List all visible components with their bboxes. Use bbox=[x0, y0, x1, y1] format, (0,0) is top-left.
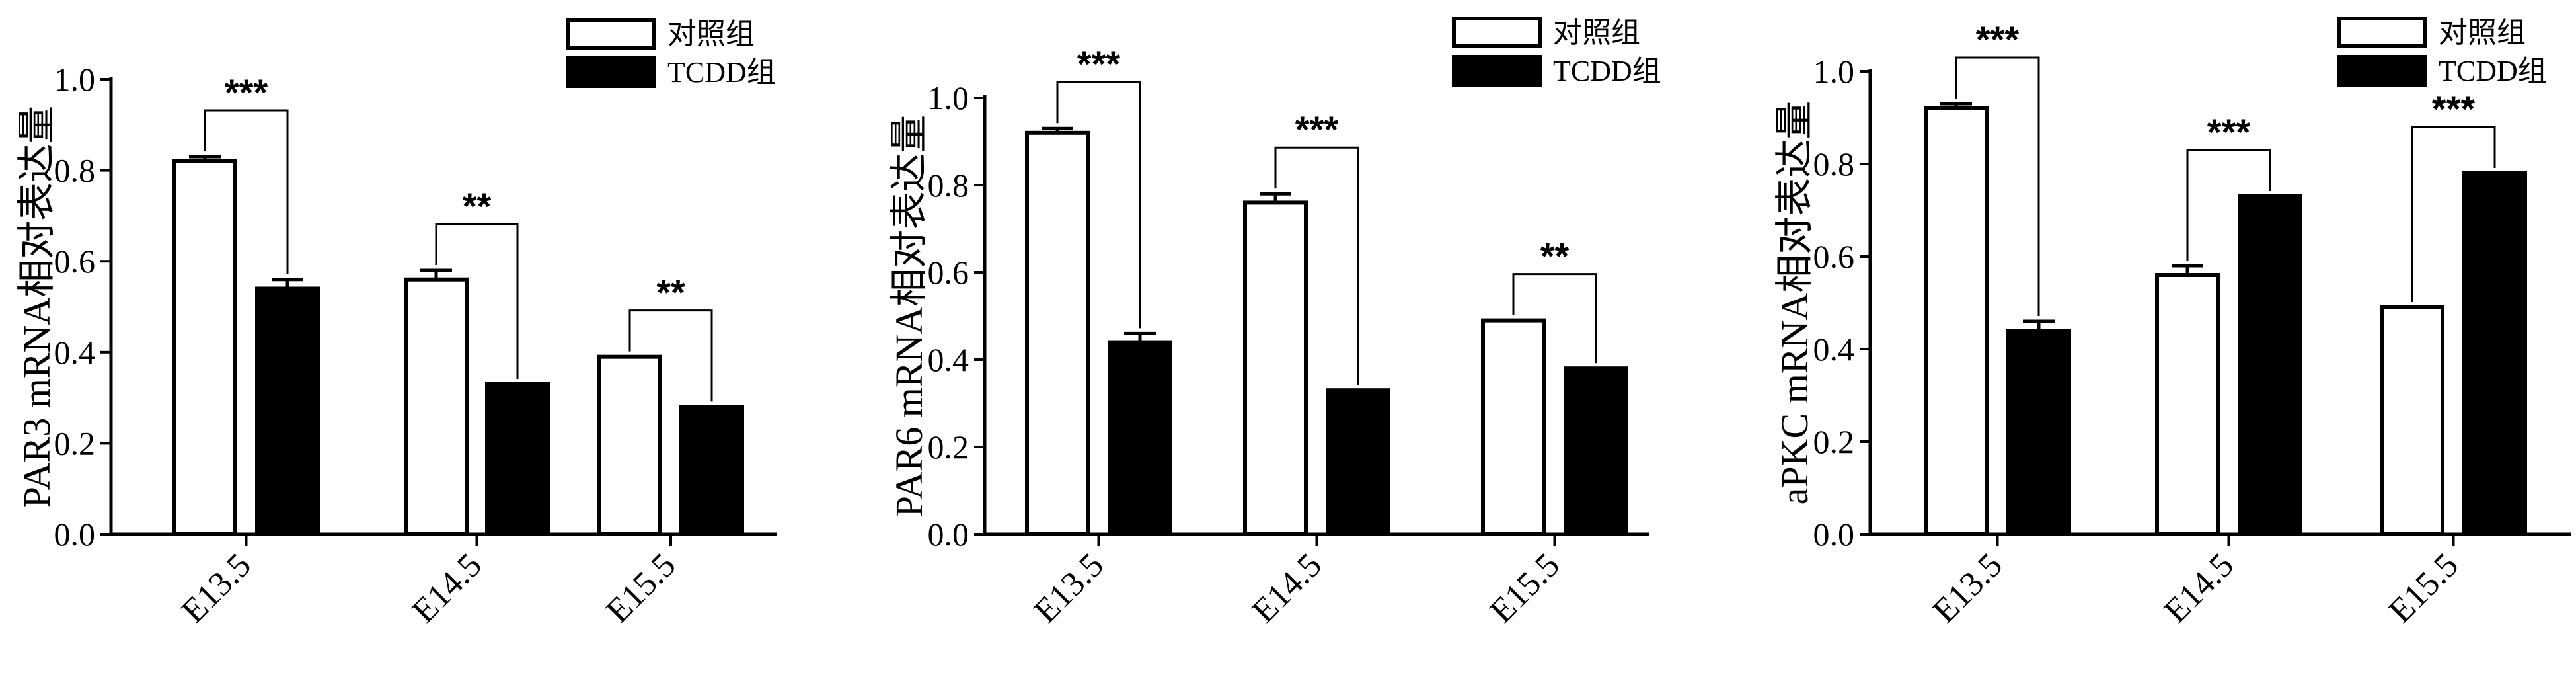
y-tick-label: 0.4 bbox=[54, 334, 96, 371]
y-tick-label: 1.0 bbox=[54, 61, 96, 98]
bar-control-E15-5 bbox=[2380, 305, 2444, 536]
bar-tcdd-E14-5 bbox=[485, 382, 550, 537]
y-tick-label: 0.2 bbox=[1813, 423, 1855, 460]
significance-label: *** bbox=[225, 71, 268, 113]
legend-label: TCDD组 bbox=[1553, 55, 1661, 87]
y-tick-label: 0.8 bbox=[928, 167, 969, 204]
bar-tcdd-E13-5 bbox=[1108, 340, 1172, 536]
significance-bracket bbox=[1056, 81, 1141, 329]
x-tick-label: E14.5 bbox=[2157, 546, 2241, 630]
bar-control-E13-5 bbox=[1924, 106, 1989, 536]
y-axis-label: PAR6 mRNA相对表达量 bbox=[888, 115, 930, 518]
y-tick-label: 0.0 bbox=[1813, 516, 1855, 553]
y-tick-label: 0.0 bbox=[54, 516, 96, 553]
bar-tcdd-E13-5 bbox=[2006, 329, 2071, 536]
significance-bracket bbox=[2186, 149, 2271, 261]
significance-label: *** bbox=[1295, 108, 1339, 150]
legend-label: 对照组 bbox=[1553, 17, 1640, 49]
significance-bracket bbox=[628, 309, 713, 402]
significance-bracket bbox=[1274, 146, 1359, 385]
significance-label: ** bbox=[656, 272, 685, 313]
legend-label: TCDD组 bbox=[2439, 55, 2547, 87]
x-tick-label: E13.5 bbox=[1926, 546, 2010, 630]
legend: 对照组 TCDD组 bbox=[566, 18, 776, 89]
y-tick-label: 0.2 bbox=[54, 424, 96, 462]
y-tick-label: 0.0 bbox=[928, 516, 969, 553]
legend: 对照组 TCDD组 bbox=[1452, 17, 1661, 87]
bar-tcdd-E15-5 bbox=[2462, 171, 2527, 536]
x-tick-label: E14.5 bbox=[1245, 546, 1329, 630]
bar-control-E15-5 bbox=[1481, 318, 1546, 536]
significance-label: *** bbox=[2207, 111, 2251, 153]
significance-bracket bbox=[1955, 56, 2040, 316]
bar-control-E13-5 bbox=[1025, 130, 1090, 537]
significance-label: *** bbox=[1077, 43, 1121, 85]
chart-panel-3: 0.0 0.2 0.4 0.6 0.8 1.0 aPKC mRNA相对表达量 E13.5 ***… bbox=[1773, 17, 2571, 630]
x-tick-label: E15.5 bbox=[599, 546, 683, 630]
legend-swatch-control bbox=[566, 18, 656, 50]
y-tick-label: 0.6 bbox=[1813, 238, 1855, 275]
legend-swatch-tcdd bbox=[1452, 55, 1542, 87]
y-tick-label: 0.8 bbox=[54, 152, 96, 189]
y-tick-label: 0.6 bbox=[928, 254, 969, 291]
x-tick-label: E15.5 bbox=[1483, 546, 1567, 630]
y-tick-label: 0.2 bbox=[928, 428, 969, 465]
legend: 对照组 TCDD组 bbox=[2337, 17, 2547, 87]
significance-label: ** bbox=[1540, 235, 1570, 277]
x-tick-label: E14.5 bbox=[405, 546, 489, 630]
bar-control-E14-5 bbox=[1243, 200, 1308, 536]
legend-swatch-control bbox=[2337, 17, 2427, 48]
legend-label: TCDD组 bbox=[667, 56, 776, 89]
significance-label: ** bbox=[463, 185, 492, 227]
legend-swatch-tcdd bbox=[2337, 55, 2427, 87]
bar-control-E14-5 bbox=[2155, 273, 2220, 536]
legend-swatch-tcdd bbox=[566, 56, 656, 88]
bar-tcdd-E14-5 bbox=[2238, 194, 2302, 536]
significance-bracket bbox=[435, 223, 519, 379]
y-tick-label: 1.0 bbox=[1813, 53, 1855, 90]
legend-label: 对照组 bbox=[2439, 17, 2526, 49]
y-axis-label: PAR3 mRNA相对表达量 bbox=[15, 106, 58, 508]
x-tick-label: E15.5 bbox=[2382, 546, 2466, 630]
bar-control-E15-5 bbox=[597, 354, 662, 536]
legend-swatch-control bbox=[1452, 17, 1542, 48]
bar-tcdd-E14-5 bbox=[1326, 388, 1390, 537]
bar-tcdd-E15-5 bbox=[1564, 366, 1628, 537]
x-tick-label: E13.5 bbox=[1027, 546, 1111, 630]
y-tick-label: 0.6 bbox=[54, 243, 96, 280]
bar-control-E13-5 bbox=[172, 159, 237, 536]
significance-bracket bbox=[1512, 273, 1597, 364]
bar-tcdd-E15-5 bbox=[679, 405, 744, 536]
y-tick-label: 1.0 bbox=[928, 79, 969, 116]
bar-tcdd-E13-5 bbox=[255, 286, 320, 536]
y-tick-label: 0.4 bbox=[1813, 331, 1855, 368]
legend-label: 对照组 bbox=[667, 18, 755, 50]
y-tick-label: 0.4 bbox=[928, 341, 969, 378]
y-tick-label: 0.8 bbox=[1813, 145, 1855, 182]
y-axis-label: aPKC mRNA相对表达量 bbox=[1773, 101, 1816, 505]
significance-bracket bbox=[204, 109, 289, 274]
x-tick-label: E13.5 bbox=[174, 546, 258, 630]
bar-control-E14-5 bbox=[404, 277, 469, 536]
significance-bracket bbox=[2411, 126, 2496, 302]
significance-label: *** bbox=[2432, 88, 2476, 130]
significance-label: *** bbox=[1976, 19, 2020, 60]
